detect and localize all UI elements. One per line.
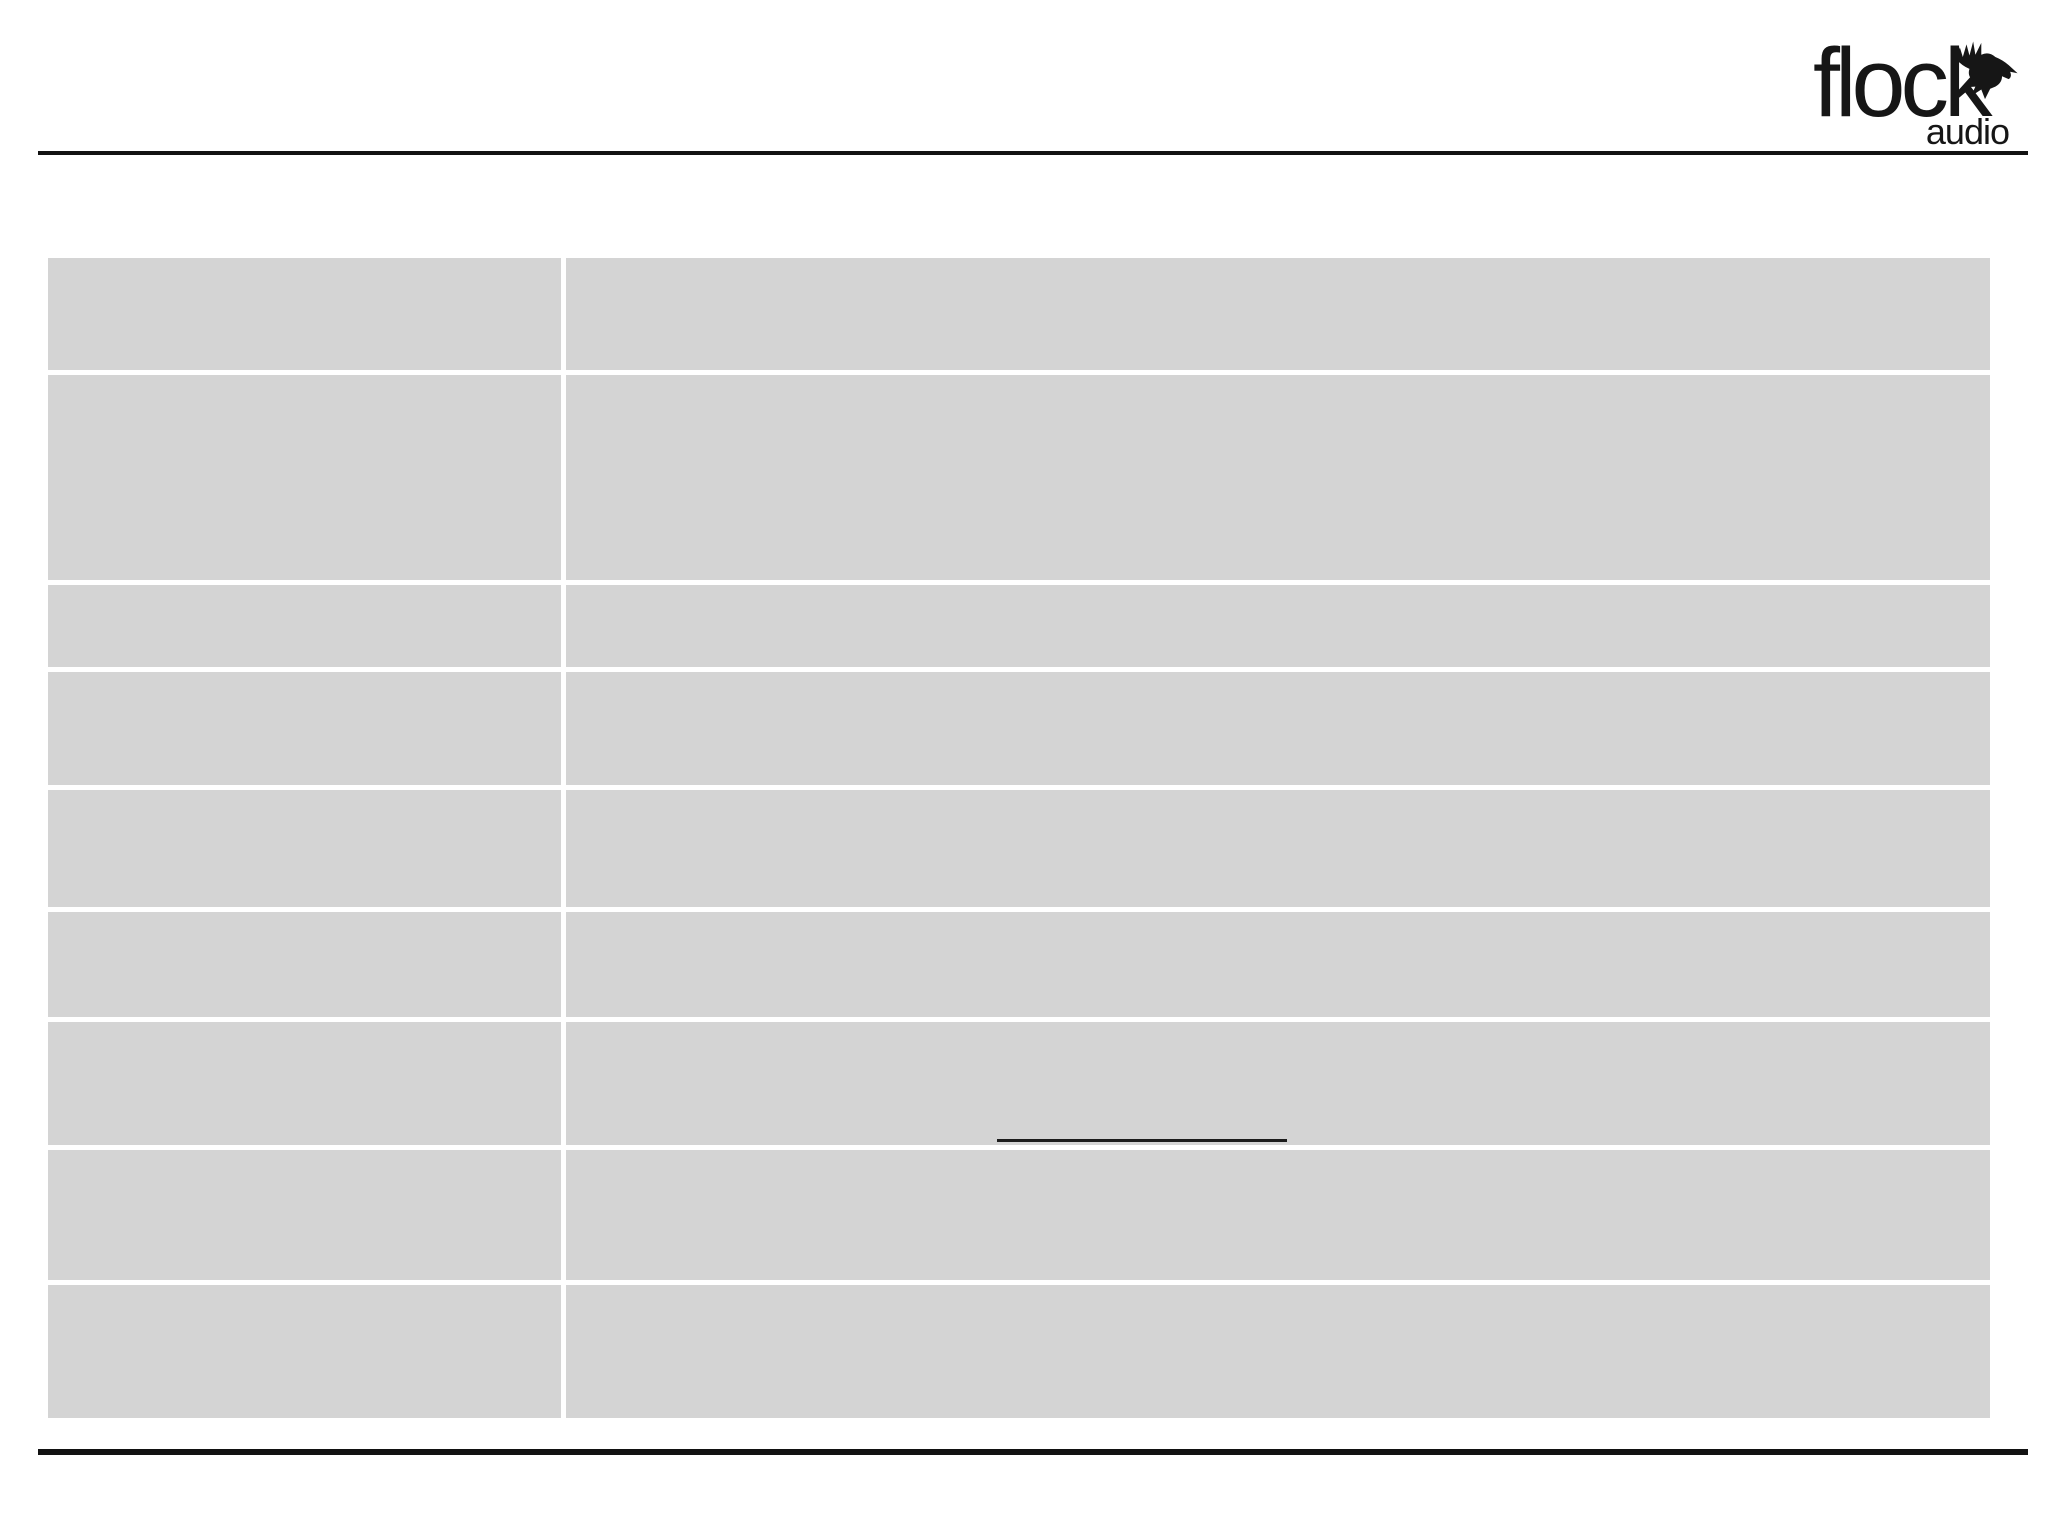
label-cell (48, 1285, 561, 1418)
value-cell (566, 912, 1990, 1017)
value-cell (566, 585, 1990, 667)
value-cell (566, 790, 1990, 907)
value-cell (566, 258, 1990, 370)
label-cell (48, 790, 561, 907)
label-cell (48, 375, 561, 580)
label-cell (48, 672, 561, 785)
value-cell (566, 672, 1990, 785)
value-cell (566, 375, 1990, 580)
label-cell (48, 258, 561, 370)
value-cell (566, 1285, 1990, 1418)
label-cell (48, 912, 561, 1017)
logo-wordmark: flock (1813, 28, 1992, 137)
logo-subtext: audio (1925, 111, 2010, 152)
top-rule (38, 151, 2028, 155)
value-cell (566, 1150, 1990, 1280)
label-cell (48, 585, 561, 667)
spec-table (48, 258, 1990, 1418)
bottom-rule (38, 1449, 2028, 1455)
label-cell (48, 1150, 561, 1280)
link-underline[interactable] (997, 1139, 1287, 1142)
flock-audio-logo: flock audio (1813, 34, 2018, 152)
label-cell (48, 1022, 561, 1145)
value-cell (566, 1022, 1990, 1145)
bird-silhouette-icon (1955, 41, 2018, 100)
